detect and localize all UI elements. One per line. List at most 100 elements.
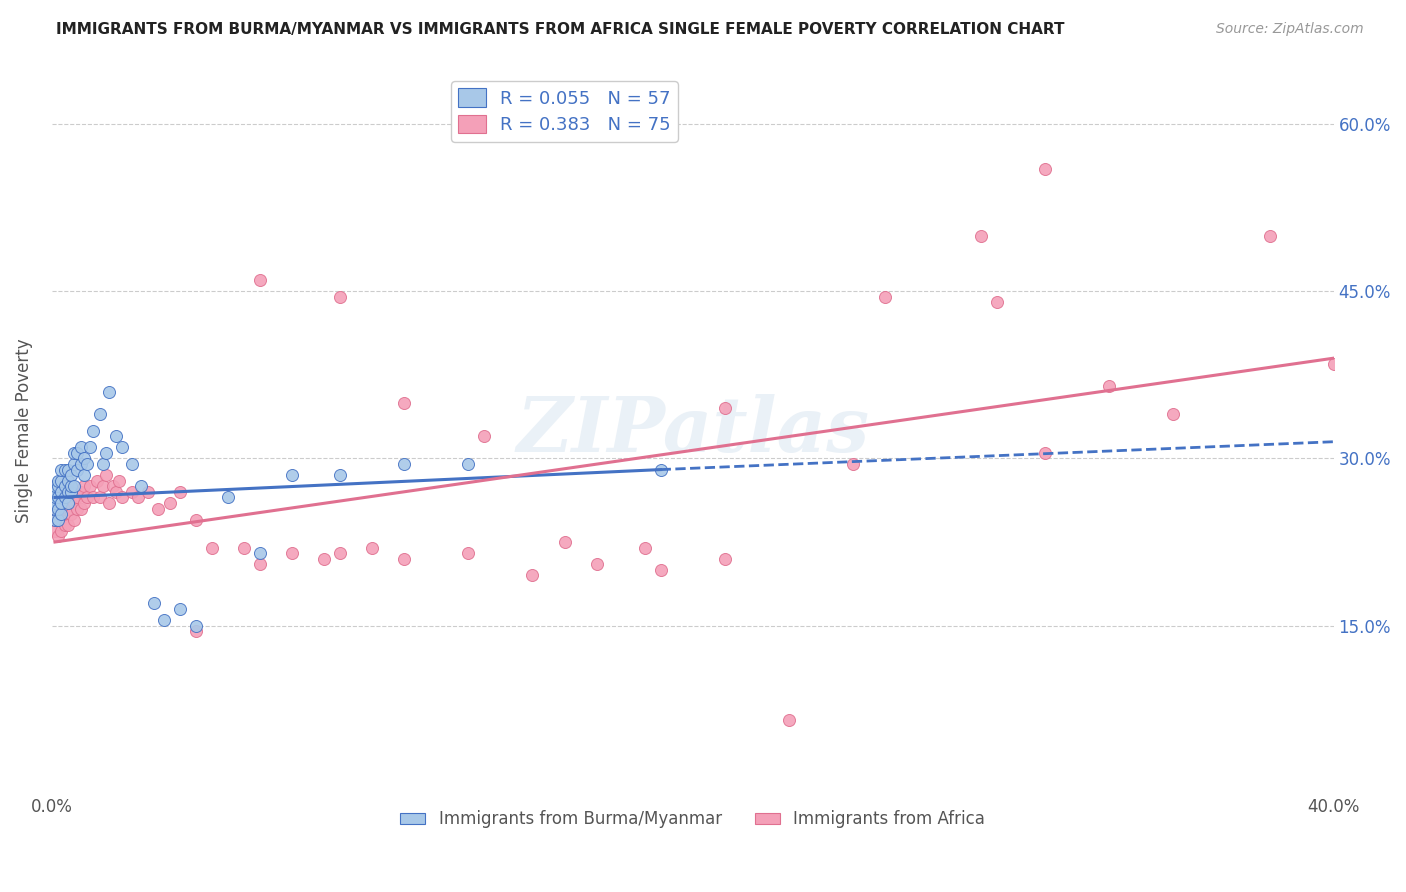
Point xyxy=(73,496,96,510)
Point xyxy=(63,479,86,493)
Point xyxy=(1098,379,1121,393)
Point xyxy=(44,496,66,510)
Point xyxy=(73,479,96,493)
Point xyxy=(51,474,73,488)
Point xyxy=(1323,357,1346,371)
Point xyxy=(69,457,91,471)
Point xyxy=(66,446,89,460)
Point xyxy=(713,551,735,566)
Point xyxy=(44,479,66,493)
Point xyxy=(73,451,96,466)
Point xyxy=(44,484,66,499)
Point xyxy=(169,602,191,616)
Point xyxy=(51,496,73,510)
Point xyxy=(82,491,104,505)
Point xyxy=(91,457,114,471)
Point xyxy=(249,273,271,287)
Point xyxy=(53,479,76,493)
Point xyxy=(329,546,352,560)
Point xyxy=(44,513,66,527)
Point xyxy=(585,558,607,572)
Point xyxy=(56,462,79,476)
Point xyxy=(986,295,1008,310)
Point xyxy=(457,546,479,560)
Point xyxy=(46,474,69,488)
Point xyxy=(873,290,896,304)
Point xyxy=(56,474,79,488)
Point xyxy=(79,479,101,493)
Point xyxy=(650,462,672,476)
Point xyxy=(96,446,118,460)
Y-axis label: Single Female Poverty: Single Female Poverty xyxy=(15,338,32,523)
Point xyxy=(76,491,98,505)
Point xyxy=(89,491,111,505)
Point xyxy=(53,518,76,533)
Point xyxy=(1033,446,1056,460)
Point xyxy=(44,524,66,538)
Point xyxy=(44,501,66,516)
Point xyxy=(46,501,69,516)
Point xyxy=(63,446,86,460)
Point xyxy=(249,558,271,572)
Point xyxy=(76,457,98,471)
Point xyxy=(59,496,82,510)
Point xyxy=(394,551,416,566)
Point xyxy=(146,501,169,516)
Point xyxy=(51,524,73,538)
Point xyxy=(44,501,66,516)
Point xyxy=(121,457,143,471)
Point xyxy=(51,462,73,476)
Point xyxy=(53,462,76,476)
Point xyxy=(63,496,86,510)
Point xyxy=(394,395,416,409)
Point xyxy=(281,468,304,483)
Text: IMMIGRANTS FROM BURMA/MYANMAR VS IMMIGRANTS FROM AFRICA SINGLE FEMALE POVERTY CO: IMMIGRANTS FROM BURMA/MYANMAR VS IMMIGRA… xyxy=(56,22,1064,37)
Point xyxy=(201,541,224,555)
Point xyxy=(143,596,166,610)
Point xyxy=(394,457,416,471)
Point xyxy=(233,541,256,555)
Point xyxy=(281,546,304,560)
Point xyxy=(457,457,479,471)
Point xyxy=(184,624,207,639)
Point xyxy=(46,501,69,516)
Point xyxy=(56,501,79,516)
Point xyxy=(111,440,134,454)
Point xyxy=(56,484,79,499)
Point xyxy=(101,479,124,493)
Point xyxy=(63,457,86,471)
Point xyxy=(82,424,104,438)
Point xyxy=(69,501,91,516)
Point xyxy=(159,496,181,510)
Point xyxy=(111,491,134,505)
Point xyxy=(66,501,89,516)
Point xyxy=(633,541,655,555)
Point xyxy=(970,228,993,243)
Point xyxy=(249,546,271,560)
Point xyxy=(59,484,82,499)
Point xyxy=(650,563,672,577)
Point xyxy=(131,479,153,493)
Point xyxy=(842,457,865,471)
Point xyxy=(184,618,207,632)
Point xyxy=(46,513,69,527)
Point xyxy=(522,568,544,582)
Point xyxy=(713,401,735,416)
Point xyxy=(44,513,66,527)
Point xyxy=(86,474,108,488)
Point xyxy=(127,491,149,505)
Point xyxy=(69,440,91,454)
Point xyxy=(63,513,86,527)
Point xyxy=(51,507,73,521)
Point xyxy=(104,429,127,443)
Point xyxy=(89,407,111,421)
Point xyxy=(136,484,159,499)
Legend: Immigrants from Burma/Myanmar, Immigrants from Africa: Immigrants from Burma/Myanmar, Immigrant… xyxy=(394,804,991,835)
Text: Source: ZipAtlas.com: Source: ZipAtlas.com xyxy=(1216,22,1364,37)
Point xyxy=(46,479,69,493)
Point xyxy=(59,479,82,493)
Point xyxy=(69,484,91,499)
Point xyxy=(53,501,76,516)
Point xyxy=(51,513,73,527)
Point xyxy=(56,518,79,533)
